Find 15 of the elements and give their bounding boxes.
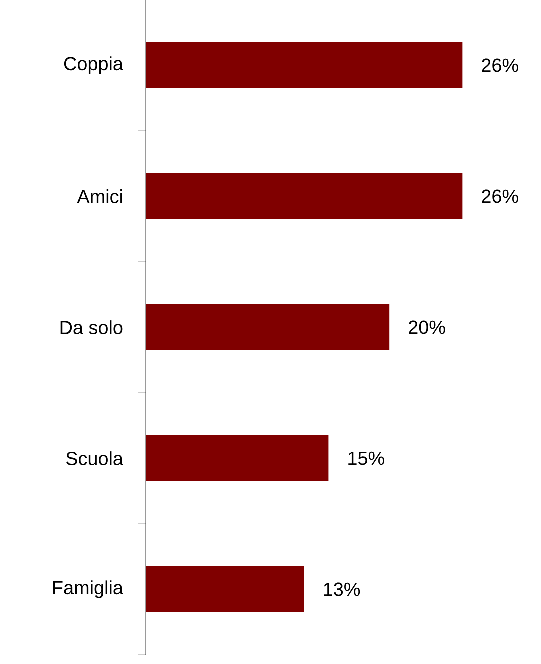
y-tick-label: Amici	[77, 190, 122, 204]
y-tick-label: Scuola	[66, 452, 124, 466]
data-label: 26%	[482, 190, 518, 204]
data-label: 13%	[324, 582, 360, 596]
bar	[146, 436, 329, 482]
y-tick-label: Da solo	[60, 320, 123, 334]
bar	[146, 174, 463, 220]
data-label: 26%	[482, 58, 518, 72]
bar	[146, 42, 463, 89]
bar	[146, 304, 390, 351]
y-tick-label: Famiglia	[54, 580, 124, 598]
data-label: 15%	[348, 452, 384, 466]
y-tick-label: Coppia	[64, 56, 124, 74]
bar	[146, 566, 304, 613]
data-label: 20%	[409, 320, 446, 334]
